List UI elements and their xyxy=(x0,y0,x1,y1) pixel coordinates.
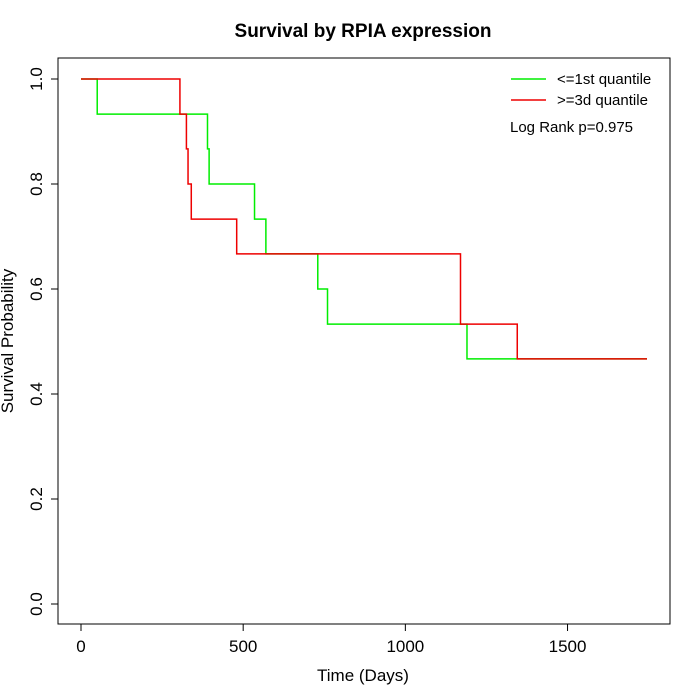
legend-label-low: <=1st quantile xyxy=(557,71,651,88)
series-group xyxy=(81,78,647,360)
y-tick-label: 0.0 xyxy=(27,592,46,616)
x-tick-label: 0 xyxy=(76,637,85,656)
y-tick-label: 0.2 xyxy=(27,487,46,511)
x-axis-label: Time (Days) xyxy=(317,666,409,685)
legend-label-high: >=3d quantile xyxy=(557,92,648,109)
km-curve-high-quantile xyxy=(81,78,647,360)
x-tick-label: 1000 xyxy=(386,637,424,656)
chart-title: Survival by RPIA expression xyxy=(235,21,492,42)
x-axis: 0 500 1000 1500 xyxy=(76,623,587,656)
plot-frame xyxy=(57,57,671,625)
y-tick-label: 0.6 xyxy=(27,277,46,301)
y-tick-label: 0.4 xyxy=(27,382,46,406)
x-tick-label: 500 xyxy=(229,637,257,656)
log-rank-annotation: Log Rank p=0.975 xyxy=(510,119,633,136)
km-curve-low-quantile xyxy=(81,78,647,360)
y-tick-label: 1.0 xyxy=(27,67,46,91)
legend: <=1st quantile >=3d quantile xyxy=(511,71,651,109)
x-tick-label: 1500 xyxy=(549,637,587,656)
y-axis: 0.0 0.2 0.4 0.6 0.8 1.0 xyxy=(27,67,59,616)
y-axis-label: Survival Probability xyxy=(0,268,17,413)
y-tick-label: 0.8 xyxy=(27,172,46,196)
